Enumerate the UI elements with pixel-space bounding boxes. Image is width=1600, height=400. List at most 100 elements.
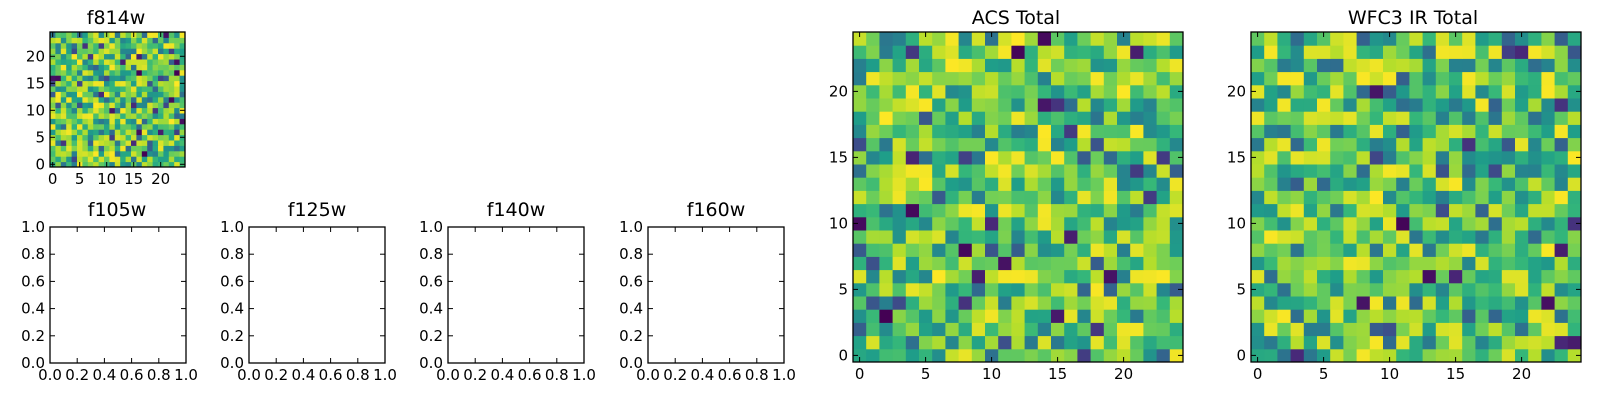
- heatmap-cell: [1143, 216, 1158, 231]
- heatmap-cell: [1409, 269, 1424, 284]
- heatmap-cell: [1501, 177, 1516, 191]
- heatmap-cell: [1024, 269, 1039, 284]
- heatmap-cell: [1422, 124, 1437, 139]
- heatmap-cell: [1303, 269, 1318, 284]
- heatmap-cell: [1356, 98, 1371, 112]
- heatmap-cell: [131, 118, 137, 125]
- heatmap-cell: [945, 309, 960, 323]
- heatmap-cell: [1567, 230, 1582, 244]
- heatmap-cell: [77, 75, 83, 82]
- heatmap-cell: [1290, 71, 1305, 86]
- heatmap-cell: [1422, 71, 1437, 86]
- heatmap-cell: [1343, 124, 1358, 139]
- heatmap-cell: [1383, 150, 1397, 165]
- heatmap-cell: [1330, 216, 1344, 231]
- heatmap-cell: [1541, 98, 1556, 112]
- heatmap-cell: [1277, 203, 1292, 218]
- heatmap-cell: [71, 102, 78, 109]
- heatmap-cell: [1369, 348, 1384, 363]
- heatmap-cell: [1156, 269, 1171, 284]
- heatmap-cell: [71, 37, 78, 44]
- heatmap-cell: [1317, 190, 1331, 205]
- heatmap-cell: [1024, 230, 1039, 244]
- heatmap-cell: [1064, 256, 1078, 271]
- heatmap-cell: [1554, 98, 1569, 112]
- heatmap-cell: [1488, 216, 1503, 231]
- heatmap-cell: [1541, 45, 1556, 59]
- heatmap-cell: [998, 58, 1012, 73]
- heatmap-cell: [179, 118, 186, 125]
- heatmap-cell: [93, 32, 100, 38]
- heatmap-cell: [1077, 269, 1092, 284]
- heatmap-cell: [120, 64, 127, 71]
- heatmap-cell: [1169, 190, 1184, 205]
- heatmap-cell: [945, 296, 960, 310]
- heatmap-cell: [853, 269, 867, 284]
- heatmap-cell: [1024, 111, 1039, 125]
- heatmap-cell: [1264, 124, 1278, 139]
- x-tick-label: 0.6: [518, 366, 542, 384]
- heatmap-cell: [1435, 256, 1450, 271]
- heatmap-cell: [120, 156, 127, 163]
- heatmap-cell: [55, 123, 62, 130]
- heatmap-cell: [71, 129, 78, 136]
- heatmap-cell: [168, 150, 175, 157]
- heatmap-cell: [1475, 190, 1490, 205]
- heatmap-cell: [866, 296, 880, 310]
- heatmap-cell: [163, 134, 170, 141]
- heatmap-cell: [1330, 243, 1344, 257]
- heatmap-cell: [1037, 256, 1052, 271]
- heatmap-cell: [1317, 98, 1331, 112]
- heatmap-cell: [1143, 230, 1158, 244]
- heatmap-cell: [1369, 269, 1384, 284]
- heatmap-cell: [971, 177, 986, 191]
- heatmap-cell: [82, 75, 89, 82]
- heatmap-cell: [168, 32, 175, 38]
- heatmap-cell: [120, 32, 127, 38]
- heatmap-cell: [1409, 203, 1424, 218]
- heatmap-cell: [104, 156, 110, 163]
- heatmap-cell: [1064, 58, 1078, 73]
- heatmap-cell: [971, 348, 986, 363]
- heatmap-cell: [82, 42, 89, 49]
- x-tick-label: 0.0: [237, 366, 261, 384]
- heatmap-cell: [892, 269, 907, 284]
- heatmap-cell: [1277, 309, 1292, 323]
- heatmap-cell: [50, 59, 56, 65]
- heatmap-cell: [1011, 216, 1026, 231]
- heatmap-cell: [114, 37, 121, 44]
- heatmap-cell: [77, 59, 83, 65]
- x-tick-label: 0.0: [636, 366, 660, 384]
- heatmap-cell: [1330, 282, 1344, 297]
- heatmap-cell: [125, 64, 132, 71]
- heatmap-cell: [1064, 32, 1078, 46]
- heatmap-cell: [174, 102, 181, 109]
- heatmap-cell: [1343, 282, 1358, 297]
- heatmap-cell: [1303, 309, 1318, 323]
- heatmap-cell: [1567, 111, 1582, 125]
- heatmap-cell: [1090, 282, 1105, 297]
- heatmap-cell: [1064, 203, 1078, 218]
- heatmap-cell: [1251, 58, 1265, 73]
- heatmap-cell: [1462, 190, 1476, 205]
- heatmap-cell: [152, 64, 159, 71]
- heatmap-cell: [879, 84, 894, 99]
- heatmap-cell: [1515, 309, 1529, 323]
- heatmap-cell: [77, 80, 83, 87]
- heatmap-cell: [1090, 164, 1105, 178]
- heatmap-cell: [1024, 243, 1039, 257]
- heatmap-cell: [93, 107, 100, 114]
- heatmap-cell: [1103, 71, 1118, 86]
- heatmap-cells: [50, 32, 186, 168]
- heatmap-cell: [87, 129, 94, 136]
- heatmap-cell: [1515, 296, 1529, 310]
- heatmap-cell: [66, 91, 73, 98]
- heatmap-cell: [971, 335, 986, 350]
- heatmap-cell: [919, 164, 933, 178]
- heatmap-cell: [1383, 335, 1397, 350]
- heatmap-cell: [932, 282, 946, 297]
- panel-title: f140w: [487, 199, 546, 221]
- heatmap-cell: [174, 161, 181, 168]
- heatmap-cell: [174, 96, 181, 103]
